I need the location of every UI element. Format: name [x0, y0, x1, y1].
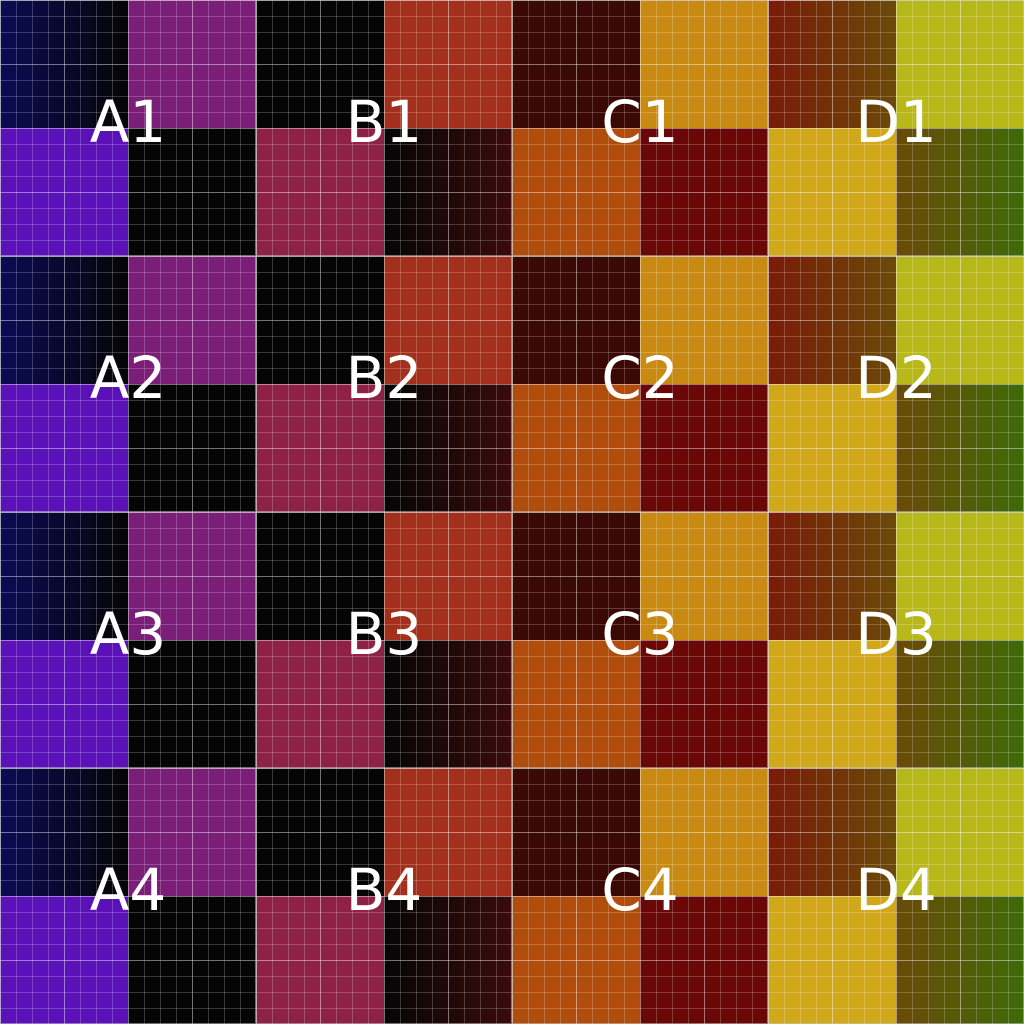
- tile-quadrant: [384, 768, 512, 896]
- tile-b3: B3: [256, 512, 512, 768]
- tile-d2: D2: [768, 256, 1024, 512]
- tile-quadrant: [384, 896, 512, 1024]
- tile-quadrant: [384, 384, 512, 512]
- tile-b1: B1: [256, 0, 512, 256]
- tile-quadrant: [640, 512, 768, 640]
- tile-quadrant: [512, 512, 640, 640]
- tile-quadrant: [256, 128, 384, 256]
- tile-quadrant: [896, 640, 1024, 768]
- tile-c1: C1: [512, 0, 768, 256]
- tile-a4: A4: [0, 768, 256, 1024]
- tile-quadrant: [640, 256, 768, 384]
- tile-d3: D3: [768, 512, 1024, 768]
- tile-quadrant: [128, 0, 256, 128]
- tile-quadrant: [128, 640, 256, 768]
- tile-quadrant: [384, 512, 512, 640]
- tile-quadrant: [384, 640, 512, 768]
- tile-quadrant: [640, 640, 768, 768]
- tile-quadrant: [128, 384, 256, 512]
- tile-c2: C2: [512, 256, 768, 512]
- tile-quadrant: [896, 128, 1024, 256]
- tile-quadrant: [768, 128, 896, 256]
- tile-quadrant: [640, 128, 768, 256]
- tile-quadrant: [768, 384, 896, 512]
- tile-quadrant: [256, 256, 384, 384]
- tile-quadrant: [384, 256, 512, 384]
- tile-c4: C4: [512, 768, 768, 1024]
- tile-quadrant: [256, 640, 384, 768]
- tile-d4: D4: [768, 768, 1024, 1024]
- tile-quadrant: [768, 896, 896, 1024]
- tile-quadrant: [0, 0, 128, 128]
- tile-b4: B4: [256, 768, 512, 1024]
- tile-quadrant: [640, 768, 768, 896]
- tile-quadrant: [768, 768, 896, 896]
- tile-quadrant: [896, 896, 1024, 1024]
- tile-a1: A1: [0, 0, 256, 256]
- tile-quadrant: [768, 0, 896, 128]
- tile-c3: C3: [512, 512, 768, 768]
- tile-quadrant: [512, 256, 640, 384]
- tile-quadrant: [640, 0, 768, 128]
- tile-quadrant: [128, 768, 256, 896]
- tile-quadrant: [128, 896, 256, 1024]
- tile-quadrant: [896, 384, 1024, 512]
- tile-quadrant: [512, 0, 640, 128]
- tile-quadrant: [768, 512, 896, 640]
- tile-quadrant: [640, 384, 768, 512]
- tile-quadrant: [768, 640, 896, 768]
- tile-quadrant: [0, 896, 128, 1024]
- tile-quadrant: [512, 896, 640, 1024]
- tile-quadrant: [0, 768, 128, 896]
- tile-quadrant: [256, 768, 384, 896]
- tile-quadrant: [512, 768, 640, 896]
- tile-quadrant: [512, 128, 640, 256]
- tile-quadrant: [128, 128, 256, 256]
- tile-quadrant: [512, 384, 640, 512]
- tile-quadrant: [0, 128, 128, 256]
- tile-quadrant: [640, 896, 768, 1024]
- tile-quadrant: [512, 640, 640, 768]
- tile-quadrant: [0, 512, 128, 640]
- tile-quadrant: [896, 512, 1024, 640]
- tile-quadrant: [384, 0, 512, 128]
- tile-quadrant: [256, 896, 384, 1024]
- tile-quadrant: [896, 768, 1024, 896]
- tile-quadrant: [128, 512, 256, 640]
- tile-quadrant: [768, 256, 896, 384]
- tile-quadrant: [896, 256, 1024, 384]
- tile-a3: A3: [0, 512, 256, 768]
- tile-quadrant: [256, 0, 384, 128]
- tile-b2: B2: [256, 256, 512, 512]
- tile-quadrant: [0, 384, 128, 512]
- tile-quadrant: [896, 0, 1024, 128]
- tile-quadrant: [0, 256, 128, 384]
- tile-quadrant: [0, 640, 128, 768]
- tile-quadrant: [256, 512, 384, 640]
- tile-quadrant: [128, 256, 256, 384]
- tile-a2: A2: [0, 256, 256, 512]
- tile-quadrant: [384, 128, 512, 256]
- tile-quadrant: [256, 384, 384, 512]
- tile-d1: D1: [768, 0, 1024, 256]
